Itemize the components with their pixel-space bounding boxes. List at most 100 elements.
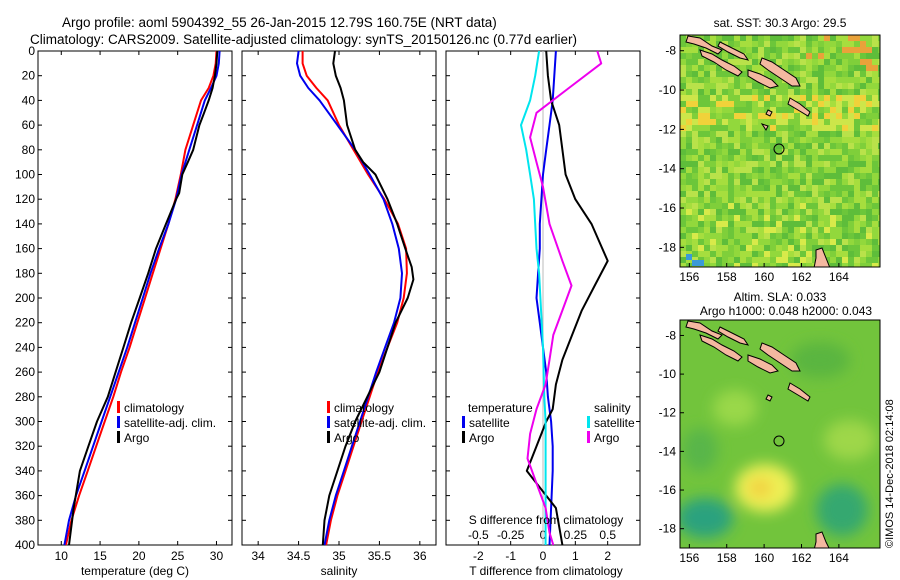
sst-pixel	[698, 143, 704, 149]
sst-pixel	[842, 245, 848, 251]
sst-pixel	[704, 209, 710, 215]
sst-pixel	[872, 149, 878, 155]
sst-pixel	[818, 107, 824, 113]
sst-pixel	[692, 65, 698, 71]
sst-pixel	[782, 143, 788, 149]
sst-pixel	[806, 263, 812, 267]
island	[759, 57, 801, 87]
sst-pixel	[686, 101, 692, 107]
sst-pixel	[794, 41, 800, 47]
sst-pixel	[818, 125, 824, 131]
depth-tick-label: 80	[22, 143, 36, 157]
sst-pixel	[824, 239, 830, 245]
sst-pixel	[716, 119, 722, 125]
sst-pixel	[860, 155, 866, 161]
sst-pixel	[734, 167, 740, 173]
sst-pixel	[728, 257, 734, 263]
sst-pixel	[734, 59, 740, 65]
legend-label: satellite	[594, 416, 635, 430]
sst-map-title: sat. SST: 30.3 Argo: 29.5	[714, 16, 847, 30]
sst-pixel	[698, 89, 704, 95]
sst-pixel	[746, 251, 752, 257]
sst-pixel	[854, 155, 860, 161]
sst-pixel	[746, 101, 752, 107]
sst-pixel	[710, 143, 716, 149]
sst-pixel	[728, 203, 734, 209]
sst-pixel	[812, 257, 818, 263]
sst-pixel	[764, 71, 770, 77]
sst-pixel	[698, 131, 704, 137]
sst-pixel	[872, 47, 878, 53]
sst-pixel	[770, 131, 776, 137]
sst-pixel	[800, 101, 806, 107]
sst-pixel	[752, 125, 758, 131]
sst-pixel	[812, 101, 818, 107]
sst-pixel	[680, 83, 686, 89]
sst-pixel	[818, 71, 824, 77]
sst-pixel	[794, 143, 800, 149]
sst-pixel	[716, 83, 722, 89]
sst-pixel	[806, 179, 812, 185]
difference-x-tick-label: 1	[572, 549, 579, 563]
sst-pixel	[854, 215, 860, 221]
sst-pixel	[686, 173, 692, 179]
sst-pixel	[770, 197, 776, 203]
sst-pixel	[872, 95, 878, 101]
sst-pixel	[842, 227, 848, 233]
sst-pixel	[728, 221, 734, 227]
sst-pixel	[842, 167, 848, 173]
sst-pixel	[806, 125, 812, 131]
sst-pixel	[872, 143, 878, 149]
land-islands	[685, 35, 831, 267]
sst-pixel	[722, 161, 728, 167]
sst-pixel	[728, 227, 734, 233]
sst-pixel	[824, 233, 830, 239]
sst-pixel	[728, 233, 734, 239]
sst-pixel	[680, 143, 686, 149]
sst-pixel	[734, 191, 740, 197]
sst-pixel	[728, 125, 734, 131]
sst-pixel	[692, 89, 698, 95]
sst-pixel	[872, 35, 878, 41]
sst-pixel	[824, 53, 830, 59]
temperature-panel	[37, 50, 233, 546]
sst-pixel	[872, 119, 878, 125]
sst-pixel	[692, 125, 698, 131]
sst-pixel	[710, 185, 716, 191]
sst-pixel	[746, 155, 752, 161]
sst-pixel	[800, 113, 806, 119]
sst-pixel	[848, 167, 854, 173]
sst-pixel	[716, 101, 722, 107]
sst-pixel	[872, 233, 878, 239]
sst-pixel	[836, 203, 842, 209]
sst-pixel	[710, 263, 716, 267]
sst-pixel	[752, 47, 758, 53]
sst-pixel	[848, 59, 854, 65]
sst-pixel	[776, 197, 782, 203]
sst-pixel	[704, 155, 710, 161]
sst-pixel	[794, 89, 800, 95]
sst-pixel	[680, 173, 686, 179]
sst-pixel	[776, 149, 782, 155]
sst-pixel	[692, 113, 698, 119]
legend-swatch-climatology	[117, 401, 120, 413]
sst-pixel	[860, 257, 866, 263]
salinity-x-tick-label: 35	[332, 549, 346, 563]
sst-pixel	[866, 155, 872, 161]
sst-pixel	[872, 71, 878, 77]
sst-pixel	[734, 95, 740, 101]
sst-pixel	[836, 137, 842, 143]
sst-pixel	[878, 245, 880, 251]
sst-pixel	[740, 101, 746, 107]
sst-pixel	[818, 47, 824, 53]
sst-pixel	[782, 185, 788, 191]
sst-pixel	[860, 149, 866, 155]
temperature-x-tick-label: 20	[132, 549, 146, 563]
sst-pixel	[740, 71, 746, 77]
sst-pixel	[824, 143, 830, 149]
sst-pixel	[758, 143, 764, 149]
sst-pixel	[812, 71, 818, 77]
sst-pixel	[818, 83, 824, 89]
sst-pixel	[800, 215, 806, 221]
sst-pixel	[752, 227, 758, 233]
